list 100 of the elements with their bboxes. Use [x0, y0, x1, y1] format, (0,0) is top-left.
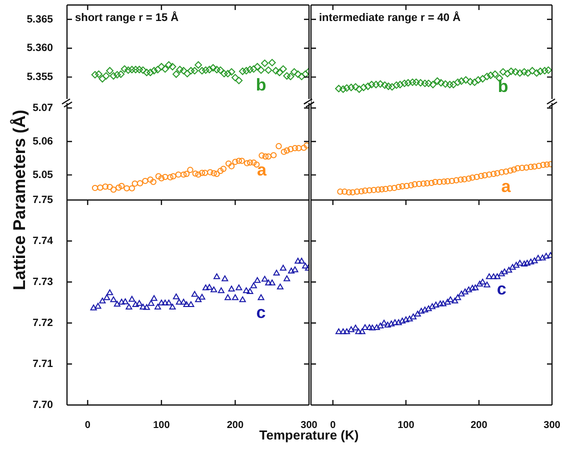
point	[136, 180, 144, 186]
point	[180, 171, 187, 178]
point	[276, 143, 282, 150]
point	[270, 152, 277, 158]
point	[128, 185, 136, 192]
point	[335, 328, 342, 334]
point	[491, 70, 499, 78]
point	[354, 188, 360, 195]
point	[404, 79, 412, 87]
point	[446, 80, 454, 88]
point	[224, 294, 232, 300]
point	[370, 186, 377, 194]
point	[350, 189, 356, 196]
point	[120, 65, 128, 73]
point	[347, 84, 355, 92]
point	[424, 80, 432, 88]
point	[154, 304, 162, 310]
point	[207, 169, 214, 176]
y-tick-label: 7.75	[32, 194, 54, 206]
point	[150, 295, 158, 301]
point	[280, 264, 286, 271]
point	[478, 75, 486, 82]
point	[191, 291, 198, 297]
y-tick-label: 7.70	[32, 398, 54, 411]
point	[499, 68, 507, 76]
point	[498, 169, 505, 176]
point	[202, 66, 210, 74]
series-label: b	[256, 75, 266, 94]
point	[412, 78, 420, 86]
x-tick-label: 200	[470, 420, 488, 431]
point	[222, 275, 228, 282]
point	[97, 184, 104, 191]
point	[531, 257, 538, 264]
point	[384, 82, 392, 90]
x-tick-label: 100	[153, 420, 170, 431]
point	[91, 71, 99, 78]
point	[462, 288, 468, 294]
point	[217, 168, 224, 174]
point	[198, 170, 206, 176]
annotation: short range r = 15 Å	[75, 11, 179, 24]
y-tick-label: 7.74	[32, 234, 54, 247]
point	[376, 80, 384, 88]
point	[284, 147, 290, 154]
point	[220, 166, 227, 172]
point	[161, 65, 169, 73]
point	[235, 76, 243, 84]
point	[502, 168, 510, 175]
point	[479, 278, 486, 285]
point	[388, 320, 395, 326]
point	[228, 68, 236, 76]
point	[520, 68, 528, 76]
point	[470, 78, 478, 86]
point	[382, 186, 389, 192]
point	[176, 66, 184, 74]
point	[124, 185, 130, 192]
point	[358, 188, 364, 194]
point	[544, 161, 550, 168]
point	[168, 62, 176, 70]
y-tick-label: 5.365	[26, 13, 54, 26]
series-label: a	[501, 176, 512, 196]
point	[261, 276, 268, 282]
point	[429, 80, 437, 88]
point	[268, 58, 276, 66]
point	[122, 298, 129, 304]
point	[294, 70, 302, 78]
point	[452, 298, 458, 304]
point	[528, 164, 534, 170]
point	[246, 288, 254, 294]
point	[195, 296, 202, 302]
point	[99, 298, 106, 304]
point	[524, 260, 530, 266]
point	[396, 80, 404, 88]
point	[250, 65, 258, 73]
point	[437, 79, 445, 87]
point	[366, 187, 373, 194]
point	[118, 182, 125, 190]
point	[258, 294, 264, 300]
point	[183, 170, 190, 178]
point	[355, 328, 362, 334]
point	[110, 186, 117, 193]
point	[486, 171, 492, 178]
point	[391, 184, 398, 192]
point	[187, 67, 195, 74]
point	[474, 76, 482, 84]
point	[358, 328, 366, 334]
point	[283, 72, 291, 80]
point	[98, 75, 106, 82]
point	[335, 84, 342, 92]
point	[228, 163, 235, 170]
point	[272, 67, 280, 74]
point	[292, 145, 298, 152]
point	[238, 158, 245, 164]
point	[344, 328, 350, 334]
point	[298, 72, 306, 80]
point	[424, 180, 430, 186]
point	[188, 301, 194, 308]
point	[116, 184, 122, 191]
point	[448, 178, 456, 184]
point	[416, 79, 424, 87]
point	[498, 270, 505, 276]
